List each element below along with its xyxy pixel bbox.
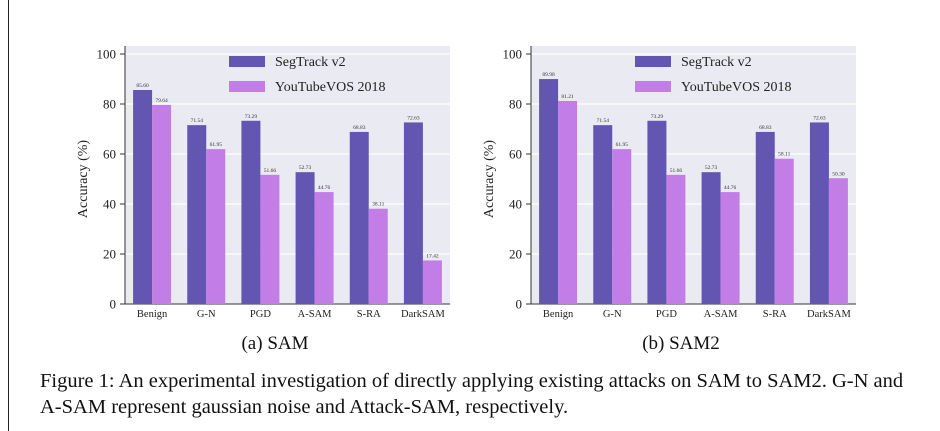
plot-background bbox=[125, 46, 450, 304]
bar bbox=[828, 178, 848, 304]
bar-value-label: 50.30 bbox=[832, 171, 845, 177]
y-tick-label: 0 bbox=[110, 297, 117, 312]
legend-label: SegTrack v2 bbox=[275, 55, 346, 70]
subcaption-sam: (a) SAM bbox=[241, 333, 309, 354]
bar-value-label: 61.95 bbox=[616, 142, 629, 148]
bar-value-label: 52.73 bbox=[299, 165, 312, 171]
bar bbox=[133, 90, 153, 304]
bar bbox=[152, 104, 172, 305]
bar-value-label: 73.29 bbox=[245, 114, 258, 120]
x-tick-label: S-RA bbox=[357, 309, 381, 320]
bar bbox=[774, 158, 794, 304]
x-tick-label: PGD bbox=[656, 309, 677, 320]
figure-row: 0 20 40 60 80 100 Accuracy (%) 85.60 79.64 Benign… bbox=[70, 0, 886, 360]
y-tick-label: 20 bbox=[103, 247, 116, 262]
bar bbox=[701, 172, 721, 304]
x-tick-label: S-RA bbox=[763, 309, 787, 320]
bar-value-label: 72.63 bbox=[813, 115, 826, 121]
bar bbox=[558, 100, 578, 304]
bar bbox=[647, 120, 667, 305]
bar bbox=[612, 149, 632, 304]
bar-value-label: 79.64 bbox=[155, 98, 168, 104]
bar bbox=[187, 125, 207, 305]
y-tick-label: 80 bbox=[509, 97, 522, 112]
bar-value-label: 68.83 bbox=[759, 125, 772, 131]
bar-value-label: 73.29 bbox=[651, 114, 664, 120]
figure-caption: Figure 1: An experimental investigation … bbox=[40, 368, 920, 420]
figure-caption-label: Figure 1: bbox=[40, 370, 115, 392]
legend-label: YouTubeVOS 2018 bbox=[681, 80, 792, 95]
y-tick-label: 100 bbox=[97, 47, 117, 62]
chart-sam2: 0 20 40 60 80 100 Accuracy (%) 89.98 81.21 Benign… bbox=[482, 46, 856, 320]
bar bbox=[260, 174, 280, 304]
bar-value-label: 72.63 bbox=[407, 115, 420, 121]
bar-value-label: 44.76 bbox=[724, 185, 737, 191]
bar bbox=[241, 120, 261, 305]
bar bbox=[368, 208, 388, 304]
bar bbox=[349, 131, 369, 304]
y-tick-label: 60 bbox=[509, 147, 522, 162]
chart-sam: 0 20 40 60 80 100 Accuracy (%) 85.60 79.64 Benign… bbox=[76, 46, 450, 320]
legend-label: YouTubeVOS 2018 bbox=[275, 80, 386, 95]
legend-label: SegTrack v2 bbox=[681, 55, 752, 70]
subfigure-sam2: 0 20 40 60 80 100 Accuracy (%) 89.98 81.21 Benign… bbox=[476, 0, 886, 360]
bar bbox=[403, 122, 423, 304]
x-tick-label: A-SAM bbox=[298, 309, 333, 320]
bar bbox=[539, 79, 559, 304]
bar bbox=[206, 149, 226, 304]
plot-background bbox=[531, 46, 856, 304]
x-tick-label: Benign bbox=[543, 309, 574, 320]
bar bbox=[809, 122, 829, 304]
bar-value-label: 81.21 bbox=[561, 94, 574, 100]
bar-value-label: 58.11 bbox=[778, 152, 790, 158]
y-tick-label: 60 bbox=[103, 147, 116, 162]
y-tick-label: 40 bbox=[103, 197, 116, 212]
bar-value-label: 85.60 bbox=[136, 83, 149, 89]
bar bbox=[666, 174, 686, 304]
bar bbox=[593, 125, 613, 305]
y-tick-label: 100 bbox=[503, 47, 523, 62]
bar bbox=[720, 192, 740, 304]
bar-value-label: 52.73 bbox=[705, 165, 718, 171]
page-left-rule bbox=[8, 0, 9, 431]
y-tick-label: 0 bbox=[516, 297, 523, 312]
bar bbox=[755, 131, 775, 304]
x-tick-label: PGD bbox=[250, 309, 271, 320]
subcaption-sam2: (b) SAM2 bbox=[642, 333, 720, 354]
y-axis-label: Accuracy (%) bbox=[76, 140, 91, 218]
bar-value-label: 51.66 bbox=[670, 168, 683, 174]
figure-caption-text: An experimental investigation of directl… bbox=[40, 370, 904, 418]
x-tick-label: G-N bbox=[603, 309, 622, 320]
bar-value-label: 51.66 bbox=[264, 168, 277, 174]
bar bbox=[295, 172, 315, 304]
x-tick-label: DarkSAM bbox=[807, 309, 851, 320]
bar-value-label: 89.98 bbox=[542, 72, 555, 78]
subfigure-sam: 0 20 40 60 80 100 Accuracy (%) 85.60 79.64 Benign… bbox=[70, 0, 480, 360]
x-tick-label: Benign bbox=[137, 309, 168, 320]
bar-value-label: 38.11 bbox=[372, 202, 384, 208]
bar-value-label: 71.54 bbox=[191, 118, 204, 124]
y-tick-label: 40 bbox=[509, 197, 522, 212]
x-tick-label: G-N bbox=[197, 309, 216, 320]
bar-value-label: 61.95 bbox=[210, 142, 223, 148]
legend-swatch bbox=[229, 81, 265, 92]
y-axis-label: Accuracy (%) bbox=[482, 140, 497, 218]
x-tick-label: A-SAM bbox=[704, 309, 739, 320]
bar-value-label: 71.54 bbox=[597, 118, 610, 124]
legend-swatch bbox=[635, 56, 671, 67]
bar-value-label: 17.42 bbox=[426, 253, 439, 259]
y-tick-label: 20 bbox=[509, 247, 522, 262]
x-tick-label: DarkSAM bbox=[401, 309, 445, 320]
bar-value-label: 44.76 bbox=[318, 185, 331, 191]
y-tick-label: 80 bbox=[103, 97, 116, 112]
bar-value-label: 68.83 bbox=[353, 125, 366, 131]
legend-swatch bbox=[635, 81, 671, 92]
bar bbox=[314, 192, 334, 304]
legend-swatch bbox=[229, 56, 265, 67]
bar bbox=[422, 260, 442, 304]
